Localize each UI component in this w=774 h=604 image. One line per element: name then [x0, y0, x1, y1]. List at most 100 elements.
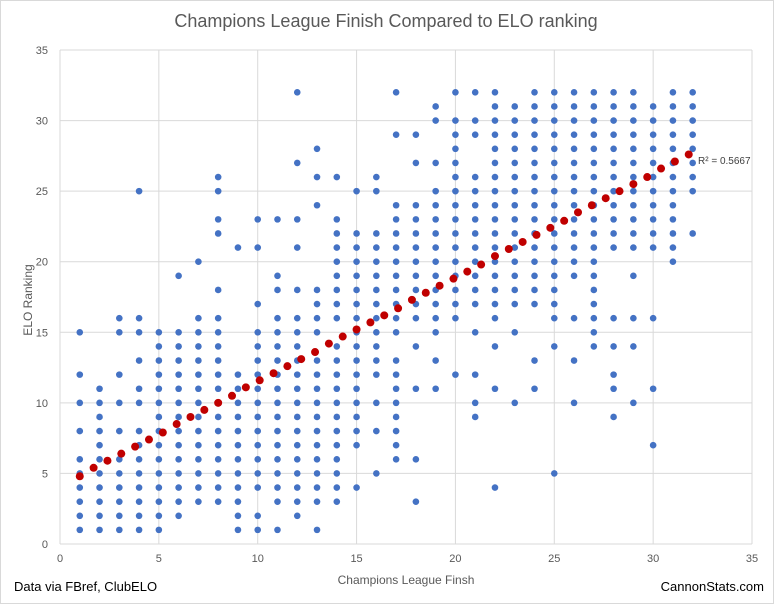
data-point [649, 117, 657, 124]
trendline-point [407, 295, 416, 304]
data-point [630, 117, 637, 124]
data-point [689, 131, 696, 138]
data-point [590, 187, 598, 195]
data-point [610, 216, 617, 223]
data-point [116, 371, 123, 378]
data-point [373, 470, 380, 477]
y-axis-title: ELO Ranking [21, 264, 35, 335]
data-point [630, 187, 637, 195]
data-point [96, 399, 103, 407]
data-point [175, 371, 182, 378]
data-point [550, 159, 558, 167]
data-point [412, 314, 420, 322]
data-point [491, 89, 499, 96]
data-point [669, 117, 677, 124]
data-point [669, 187, 677, 195]
data-point [293, 286, 301, 294]
trendline-point [352, 325, 361, 334]
data-point [669, 230, 677, 237]
data-point [471, 300, 479, 308]
data-point [76, 328, 84, 336]
data-point [76, 399, 84, 407]
chart-title: Champions League Finish Compared to ELO … [174, 11, 597, 31]
data-point [392, 272, 400, 280]
data-point [412, 244, 420, 251]
data-point [333, 441, 341, 449]
data-point [432, 385, 439, 393]
data-point [293, 427, 301, 435]
data-point [293, 498, 301, 505]
data-point [214, 427, 222, 435]
trendline-point [75, 472, 84, 481]
data-point [570, 159, 578, 167]
data-point [373, 357, 380, 364]
data-point [590, 328, 598, 336]
data-point [570, 258, 578, 266]
data-point [531, 89, 538, 96]
data-point [491, 216, 499, 223]
data-point [333, 413, 341, 421]
trendline-point [518, 237, 527, 246]
data-point [531, 159, 538, 167]
data-point [353, 286, 360, 294]
data-point [669, 145, 677, 153]
data-point [491, 187, 499, 195]
data-point [293, 371, 301, 378]
tick-labels: 0 5 10 15 20 25 30 35 0 5 10 15 20 25 30 35 [36, 45, 758, 565]
data-point [234, 371, 242, 378]
data-point [452, 117, 459, 124]
data-point [254, 526, 262, 534]
data-point [195, 470, 202, 477]
trendline-point [449, 274, 458, 283]
data-point [116, 399, 123, 407]
data-point [373, 173, 380, 181]
trendline-point [297, 355, 306, 364]
data-point [214, 357, 222, 364]
data-point [373, 300, 380, 308]
data-point [76, 498, 84, 505]
trendline-point [615, 187, 624, 196]
data-point [254, 484, 262, 491]
data-point [333, 456, 341, 463]
trendline-point [490, 252, 499, 261]
data-point [432, 314, 439, 322]
data-point [274, 526, 281, 534]
data-point [155, 371, 163, 378]
data-point [214, 173, 222, 181]
trendline-point [158, 428, 167, 437]
data-point [293, 343, 301, 350]
data-point [491, 201, 499, 209]
data-point [531, 131, 538, 138]
data-point [392, 328, 400, 336]
data-point [116, 328, 123, 336]
data-point [313, 484, 321, 491]
x-tick-label: 30 [647, 553, 659, 565]
data-point [550, 300, 558, 308]
data-point [254, 399, 262, 407]
data-point [175, 484, 182, 491]
data-point [471, 201, 479, 209]
data-point [392, 216, 400, 223]
data-point [175, 413, 182, 421]
data-point [254, 357, 262, 364]
data-point [669, 103, 677, 110]
data-point [214, 343, 222, 350]
data-point [471, 258, 479, 266]
data-point [135, 314, 143, 322]
data-point [511, 244, 519, 251]
data-point [254, 216, 262, 223]
data-point [175, 456, 182, 463]
data-point [274, 286, 281, 294]
data-point [491, 314, 499, 322]
data-point [96, 427, 103, 435]
data-point [293, 216, 301, 223]
trendline-point [394, 304, 403, 313]
data-point [610, 103, 617, 110]
data-point [175, 470, 182, 477]
data-point [649, 230, 657, 237]
data-point [135, 357, 143, 364]
data-point [116, 512, 123, 520]
data-point [649, 314, 657, 322]
trendline-point [214, 398, 223, 407]
data-point [630, 131, 637, 138]
